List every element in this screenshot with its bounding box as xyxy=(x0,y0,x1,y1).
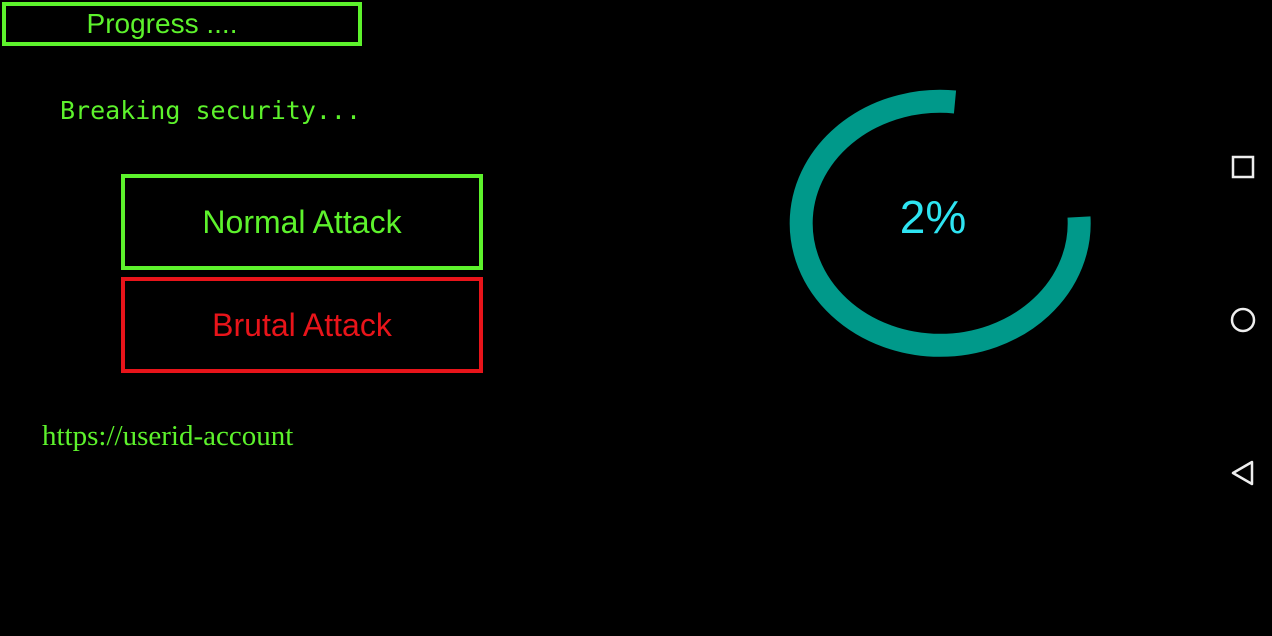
brutal-attack-button[interactable]: Brutal Attack xyxy=(121,277,483,373)
page-title: Progress .... xyxy=(86,8,238,39)
progress-title-box: Progress .... xyxy=(2,2,362,46)
recents-icon[interactable] xyxy=(1228,152,1258,182)
back-icon[interactable] xyxy=(1228,458,1258,488)
progress-arc xyxy=(789,89,1091,357)
progress-percent: 2% xyxy=(899,191,967,243)
normal-attack-button[interactable]: Normal Attack xyxy=(121,174,483,270)
account-link[interactable]: https://userid-account xyxy=(42,420,294,452)
status-text: Breaking security... xyxy=(60,96,362,125)
home-icon[interactable] xyxy=(1228,305,1258,335)
